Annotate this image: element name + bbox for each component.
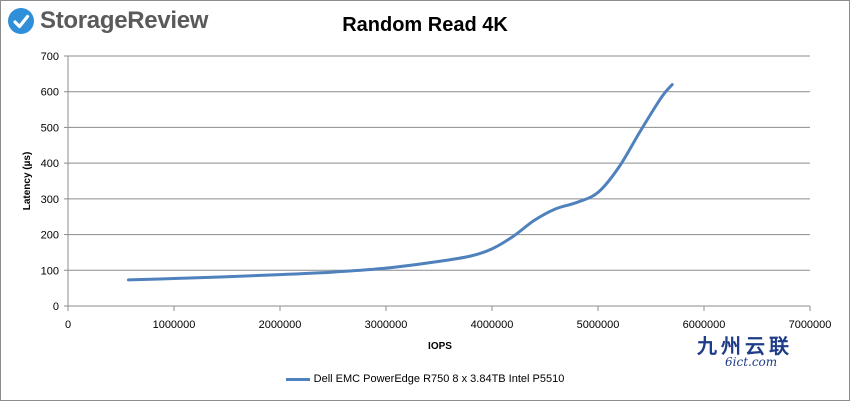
- x-tick-label-2000000: 2000000: [259, 319, 302, 331]
- x-tick-label-6000000: 6000000: [683, 319, 726, 331]
- y-tick-labels: 0 100 200 300 400 500 600 700: [41, 51, 59, 313]
- y-tick-label-600: 600: [41, 87, 59, 99]
- series-line-0: [126, 83, 674, 282]
- y-tick-label-400: 400: [41, 158, 59, 170]
- x-tick-label-5000000: 5000000: [577, 319, 620, 331]
- x-tick-label-3000000: 3000000: [365, 319, 408, 331]
- gridlines: [68, 55, 810, 271]
- y-tick-label-500: 500: [41, 122, 59, 134]
- x-axis-title: IOPS: [428, 341, 452, 352]
- brand-logo: StorageReview: [7, 6, 208, 36]
- legend-label: Dell EMC PowerEdge R750 8 x 3.84TB Intel…: [313, 373, 565, 385]
- storagereview-logo-icon: [8, 8, 34, 34]
- watermark-cn: 九州云联: [697, 334, 793, 358]
- series-lines: [126, 83, 674, 282]
- axes: [64, 55, 811, 311]
- watermark: 九州云联 6ict.com: [697, 330, 817, 369]
- y-tick-label-300: 300: [41, 194, 59, 206]
- x-tick-label-0: 0: [65, 319, 71, 331]
- y-tick-label-0: 0: [53, 301, 59, 313]
- brand-name: StorageReview: [40, 7, 209, 34]
- legend-swatch: [285, 377, 310, 381]
- x-tick-label-1000000: 1000000: [153, 319, 196, 331]
- y-tick-label-700: 700: [41, 51, 59, 63]
- chart-title: Random Read 4K: [342, 14, 508, 36]
- x-tick-label-4000000: 4000000: [471, 319, 514, 331]
- legend: Dell EMC PowerEdge R750 8 x 3.84TB Intel…: [0, 373, 850, 385]
- y-tick-label-100: 100: [41, 265, 59, 277]
- watermark-en: 6ict.com: [725, 355, 778, 369]
- y-axis-title: Latency (µs): [22, 152, 33, 211]
- x-tick-label-7000000: 7000000: [789, 319, 832, 331]
- x-tick-labels: 0 1000000 2000000 3000000 4000000 5000000 6000…: [65, 319, 831, 331]
- y-tick-label-200: 200: [41, 230, 59, 242]
